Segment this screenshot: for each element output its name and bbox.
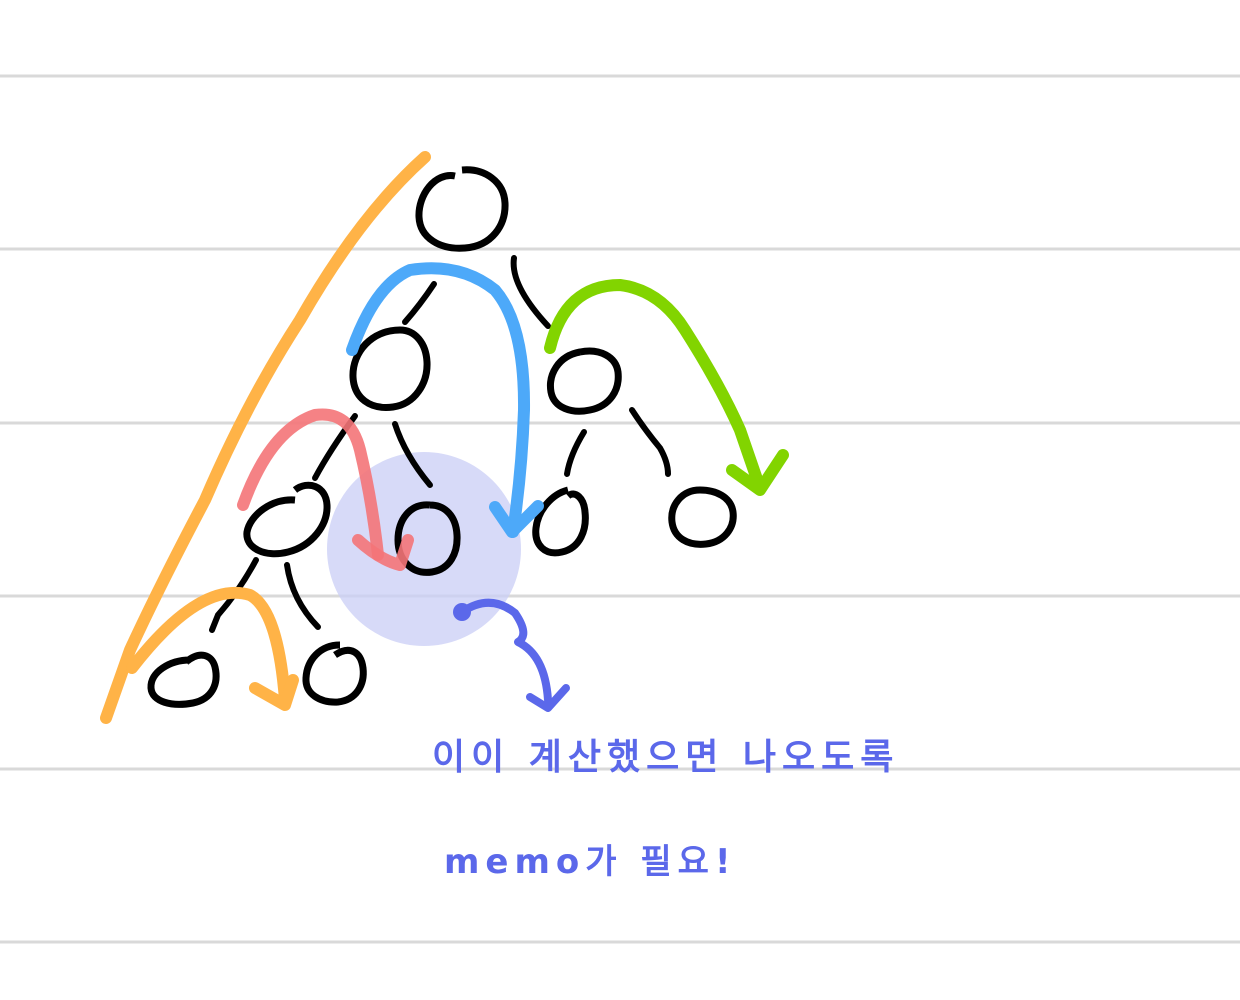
handwritten-note-line-2: memo가 필요! bbox=[444, 842, 737, 882]
note-pointer-head bbox=[526, 684, 570, 712]
red-arrow-shaft bbox=[237, 408, 384, 561]
note-pointer-arrow bbox=[453, 598, 570, 712]
tree-node bbox=[349, 326, 431, 411]
note-pointer-dot bbox=[453, 603, 471, 621]
red-arrowhead bbox=[352, 534, 414, 571]
tree-node bbox=[147, 651, 220, 708]
tree-edge bbox=[564, 429, 587, 477]
tree-nodes bbox=[147, 166, 737, 708]
tree-node bbox=[243, 481, 331, 558]
green-arrow-shaft bbox=[544, 279, 766, 494]
tree-edge bbox=[392, 421, 433, 488]
tree-edge bbox=[402, 281, 437, 325]
handwritten-note-line-1: 이이 계산했으면 나오도록 bbox=[432, 737, 900, 778]
blue-arrow bbox=[346, 262, 544, 538]
green-arrowhead bbox=[726, 449, 789, 496]
tree-node bbox=[668, 486, 737, 548]
red-arrow bbox=[237, 408, 414, 571]
orange-arrow-hook bbox=[126, 586, 291, 706]
green-arrow bbox=[544, 279, 789, 496]
orange-arrow bbox=[100, 151, 431, 724]
tree-edge bbox=[510, 255, 551, 329]
blue-arrowhead bbox=[489, 500, 544, 538]
tree-node bbox=[302, 641, 367, 706]
tree-node bbox=[394, 501, 461, 576]
tree-node-root bbox=[415, 166, 509, 252]
blue-arrow-shaft bbox=[346, 262, 531, 538]
orange-arrow-shaft bbox=[100, 151, 431, 724]
tree-node bbox=[532, 486, 589, 557]
tree-node bbox=[546, 347, 622, 415]
note-pointer-shaft bbox=[458, 598, 552, 704]
tree-edge bbox=[284, 562, 321, 630]
tree-edge bbox=[629, 407, 671, 477]
ruled-lines bbox=[0, 74, 1240, 944]
orange-arrowhead bbox=[249, 674, 299, 711]
